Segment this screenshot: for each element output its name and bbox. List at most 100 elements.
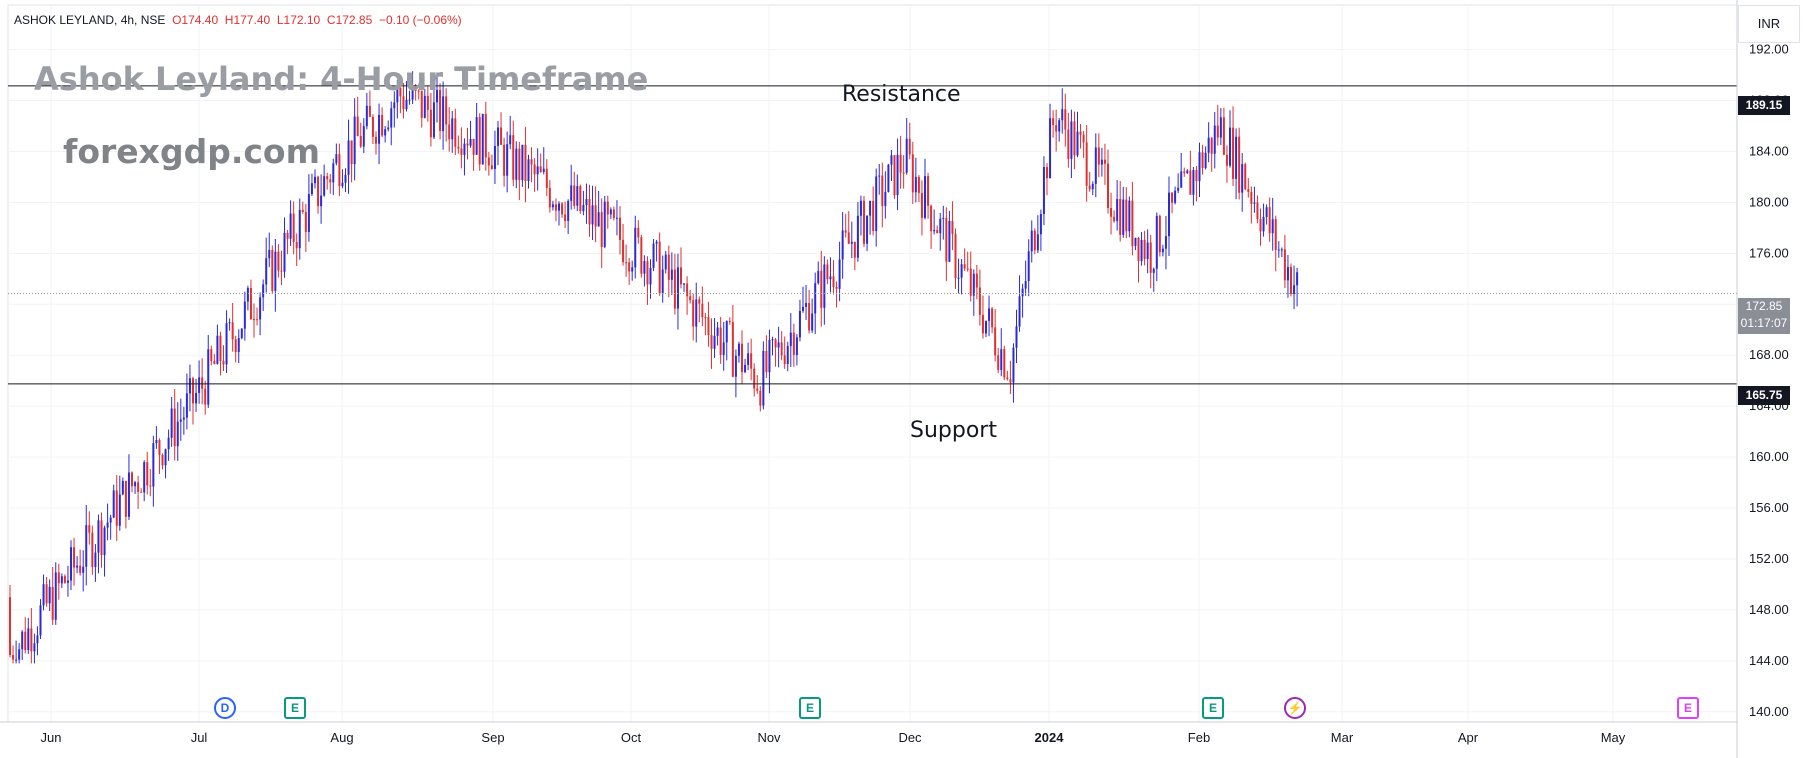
candle-body bbox=[137, 482, 140, 492]
earnings-event-icon[interactable]: E bbox=[799, 697, 821, 719]
candle-body bbox=[222, 361, 225, 365]
candle-body bbox=[1128, 200, 1131, 232]
candle-body bbox=[817, 270, 820, 284]
candle-body bbox=[798, 310, 801, 338]
candle-body bbox=[182, 417, 185, 420]
candle-body bbox=[146, 462, 149, 486]
candle-body bbox=[637, 227, 640, 238]
candle-body bbox=[109, 517, 112, 523]
candle-body bbox=[963, 264, 966, 269]
candle-body bbox=[1009, 379, 1012, 383]
candle-body bbox=[814, 283, 817, 314]
chart-watermark-title: Ashok Leyland: 4-Hour Timeframe bbox=[34, 60, 649, 98]
candle-body bbox=[1091, 183, 1094, 190]
candle-body bbox=[362, 126, 365, 147]
earnings-event-icon[interactable]: E bbox=[1202, 697, 1224, 719]
candle-body bbox=[500, 127, 503, 145]
y-tick-label: 160.00 bbox=[1749, 449, 1789, 464]
candle-body bbox=[1268, 207, 1271, 234]
symbol-legend: ASHOK LEYLAND, 4h, NSE O174.40 H177.40 L… bbox=[14, 13, 462, 27]
candle-body bbox=[981, 314, 984, 334]
candle-body bbox=[289, 213, 292, 239]
candle-body bbox=[103, 527, 106, 556]
candle-body bbox=[387, 127, 390, 130]
candle-body bbox=[957, 277, 960, 279]
candle-body bbox=[1143, 239, 1146, 259]
candle-body bbox=[673, 269, 676, 309]
candle-body bbox=[658, 241, 661, 294]
candle-body bbox=[802, 306, 804, 311]
candle-body bbox=[469, 138, 472, 146]
candle-body bbox=[1097, 147, 1100, 165]
candle-body bbox=[237, 338, 240, 352]
candle-body bbox=[115, 490, 118, 526]
candle-body bbox=[368, 105, 371, 117]
candle-body bbox=[753, 368, 756, 389]
candle-body bbox=[155, 440, 158, 444]
candle-body bbox=[628, 262, 631, 272]
candle-body bbox=[997, 355, 1000, 371]
candle-body bbox=[600, 212, 603, 247]
candle-body bbox=[539, 166, 542, 172]
candle-body bbox=[1088, 185, 1091, 190]
candle-body bbox=[118, 494, 121, 526]
candle-body bbox=[463, 143, 466, 155]
earnings-event-icon[interactable]: E bbox=[284, 697, 306, 719]
candle-body bbox=[936, 229, 939, 234]
change-value: −0.10 (−0.06%) bbox=[378, 13, 462, 27]
candle-body bbox=[188, 378, 191, 394]
candle-body bbox=[872, 200, 875, 232]
candle-body bbox=[646, 261, 649, 285]
x-tick-label: Dec bbox=[898, 730, 922, 745]
candle-body bbox=[731, 322, 734, 377]
candle-body bbox=[176, 421, 179, 447]
candle-body bbox=[12, 655, 15, 660]
symbol-name: ASHOK LEYLAND, 4h, NSE bbox=[14, 13, 166, 27]
candle-body bbox=[667, 254, 670, 280]
candle-body bbox=[750, 353, 753, 369]
candle-body bbox=[1271, 219, 1274, 234]
candle-body bbox=[1131, 200, 1134, 246]
current-price-badge: 172.85 01:17:07 bbox=[1738, 298, 1790, 334]
candle-body bbox=[509, 135, 512, 145]
candle-body bbox=[1186, 170, 1189, 174]
candle-body bbox=[573, 185, 576, 206]
candle-body bbox=[1180, 171, 1183, 188]
candle-body bbox=[503, 144, 506, 176]
candle-body bbox=[783, 355, 786, 365]
candlestick-series bbox=[9, 71, 1299, 664]
candle-body bbox=[1256, 202, 1259, 220]
x-tick-label: Apr bbox=[1458, 730, 1479, 745]
candle-body bbox=[396, 87, 399, 103]
candle-body bbox=[1113, 216, 1116, 222]
candle-body bbox=[978, 287, 981, 315]
candle-body bbox=[1213, 125, 1216, 154]
candle-body bbox=[811, 313, 814, 331]
candle-body bbox=[164, 449, 167, 466]
y-tick-label: 192.00 bbox=[1749, 42, 1789, 57]
candle-body bbox=[1076, 131, 1079, 156]
candle-body bbox=[1134, 237, 1137, 246]
current-price: 172.85 bbox=[1745, 299, 1783, 313]
plot-frame bbox=[7, 4, 1738, 723]
candle-body bbox=[951, 220, 954, 234]
candle-body bbox=[1286, 267, 1289, 281]
y-tick-label: 180.00 bbox=[1749, 194, 1789, 209]
candle-body bbox=[966, 268, 969, 270]
dividend-event-icon[interactable]: D bbox=[214, 697, 236, 719]
candle-body bbox=[417, 90, 420, 92]
candle-body bbox=[143, 462, 146, 493]
x-tick-label: May bbox=[1601, 730, 1626, 745]
candle-body bbox=[481, 114, 484, 165]
candle-body bbox=[634, 227, 637, 268]
split-event-icon[interactable]: ⚡ bbox=[1284, 697, 1306, 719]
currency-button[interactable]: INR bbox=[1738, 5, 1800, 43]
candle-body bbox=[1189, 170, 1192, 195]
future-earnings-event-icon[interactable]: E bbox=[1677, 697, 1699, 719]
candle-body bbox=[884, 191, 887, 206]
candle-body bbox=[18, 649, 21, 660]
candle-body bbox=[356, 116, 359, 136]
candle-body bbox=[826, 264, 829, 280]
candle-body bbox=[1225, 154, 1228, 166]
